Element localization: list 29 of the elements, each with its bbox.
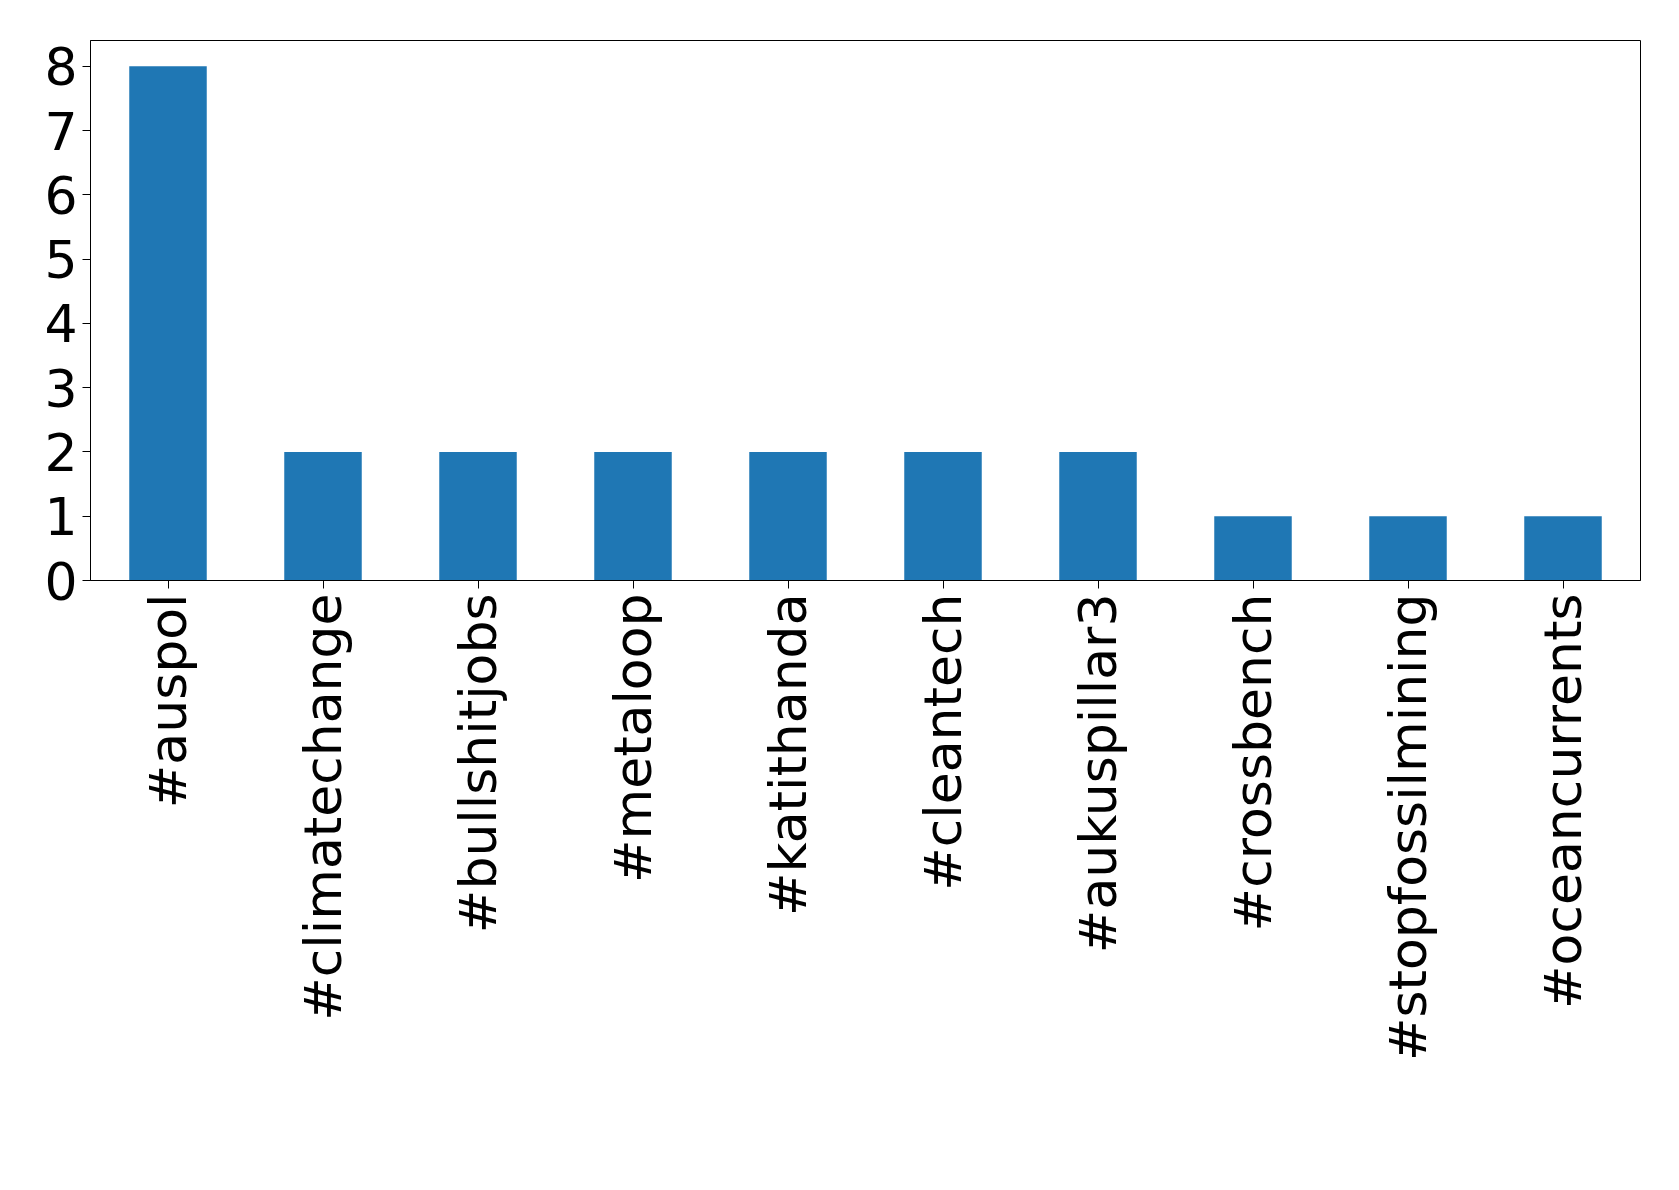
x-tick-label: #bullshitjobs <box>448 593 508 934</box>
y-tick-label: 8 <box>44 37 78 98</box>
bar <box>1214 516 1292 581</box>
y-tick-label: 1 <box>44 487 78 548</box>
bar <box>904 451 982 581</box>
bar <box>1369 516 1447 581</box>
x-tick-label: #auspol <box>138 593 198 809</box>
x-tick-label: #cleantech <box>913 593 973 891</box>
bar <box>439 451 517 581</box>
y-tick-label: 4 <box>44 294 78 355</box>
bar <box>1524 516 1602 581</box>
y-tick-label: 5 <box>44 230 78 291</box>
bar <box>749 451 827 581</box>
x-tick-label: #stopfossilmining <box>1378 593 1438 1062</box>
x-tick-label: #katithanda <box>758 593 818 917</box>
x-tick-label: #aukuspillar3 <box>1068 593 1128 954</box>
x-tick-label: #metaloop <box>603 593 663 884</box>
x-tick-label: #climatechange <box>293 593 353 1021</box>
y-tick-label: 0 <box>44 551 78 612</box>
y-tick-label: 6 <box>44 165 78 226</box>
y-tick-label: 7 <box>44 101 78 162</box>
bar <box>284 451 362 581</box>
y-tick-label: 3 <box>44 358 78 419</box>
bar <box>129 66 207 581</box>
x-tick-label: #oceancurrents <box>1533 593 1593 1009</box>
bar <box>1059 451 1137 581</box>
x-tick-label: #crossbench <box>1223 593 1283 932</box>
bar <box>594 451 672 581</box>
y-tick-label: 2 <box>44 422 78 483</box>
